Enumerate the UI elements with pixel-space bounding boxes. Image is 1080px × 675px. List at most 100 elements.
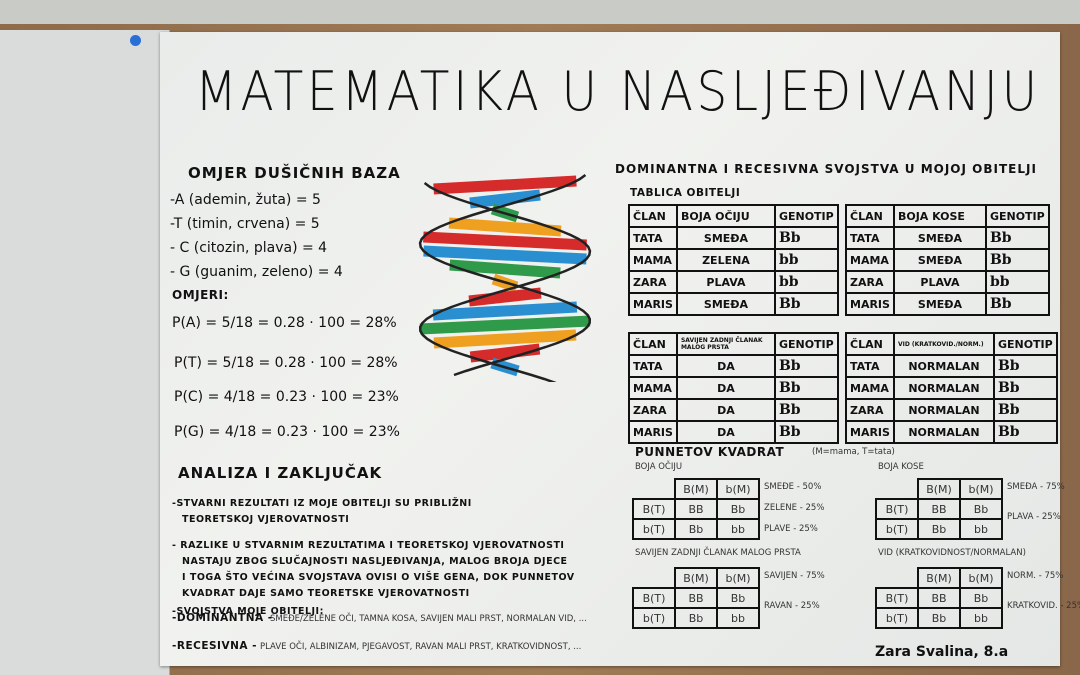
table-cell: Bb: [773, 376, 839, 400]
punnett-header-row: B(M) b(M): [633, 567, 760, 589]
base-item: - C (citozin, plava) = 4: [170, 240, 328, 256]
table-cell: DA: [675, 354, 776, 378]
punnett-cell: b(T): [632, 607, 676, 629]
punnett-header-row: B(M) b(M): [876, 478, 1003, 500]
table-cell: MAMA: [845, 376, 895, 400]
table-cell: SMEĐA: [892, 226, 987, 250]
blue-pin: [130, 35, 141, 46]
punnett-heading: PUNNETOV KVADRAT: [635, 445, 785, 459]
table-header-cell: VID (KRATKOVID./NORM.): [892, 332, 995, 356]
base-item: -A (ademin, žuta) = 5: [170, 192, 321, 208]
table-row: MARIS SMEĐA Bb: [845, 292, 1050, 316]
table-cell: Bb: [773, 420, 839, 444]
table-row: ZARA NORMALAN Bb: [845, 398, 1058, 422]
analysis-heading: ANALIZA I ZAKLJUČAK: [173, 464, 389, 485]
table-cell: ZELENA: [675, 248, 776, 272]
punnett-label: BOJA OČIJU: [635, 462, 683, 472]
table-cell: MARIS: [628, 420, 678, 444]
punnett-cell: b(T): [875, 607, 919, 629]
traits-heading: DOMINANTNA I RECESIVNA SVOJSTVA U MOJOJ …: [611, 162, 1043, 179]
table-cell: Bb: [773, 292, 839, 316]
recessive-traits: PLAVE OČI, ALBINIZAM, PJEGAVOST, RAVAN M…: [260, 642, 582, 652]
punnett-cell: B(T): [632, 587, 676, 609]
wall: [0, 0, 1080, 24]
table-cell: MARIS: [845, 420, 895, 444]
dna-base-pair: [469, 343, 541, 363]
dna-base-pair: [432, 301, 578, 321]
punnett-cell: BB: [917, 498, 961, 520]
table-cell: PLAVA: [892, 270, 987, 294]
ratio: P(A) = 5/18 = 0.28 · 100 = 28%: [172, 315, 397, 331]
dna-base-pair: [469, 189, 541, 209]
punnett-header-row: B(M) b(M): [876, 567, 1003, 589]
dominant-traits: SMEĐE/ZELENE OČI, TAMNA KOSA, SAVIJEN MA…: [270, 614, 587, 624]
punnett-cell: Bb: [959, 587, 1003, 609]
table-cell: NORMALAN: [892, 420, 995, 444]
analysis-line: - RAZLIKE U STVARNIM REZULTATIMA I TEORE…: [172, 540, 565, 551]
table-cell: ZARA: [845, 270, 895, 294]
table-cell: NORMALAN: [892, 354, 995, 378]
punnett-row: b(T) Bb bb: [632, 607, 760, 629]
punnett-result: PLAVA - 25%: [1007, 512, 1061, 522]
analysis-line: I TOGA ŠTO VEĆINA SVOJSTAVA OVISI O VIŠE…: [182, 572, 575, 583]
dna-base-pair: [468, 287, 542, 307]
table-row: TATA SMEĐA Bb: [628, 226, 839, 250]
table-header-cell: GENOTIP: [992, 332, 1058, 356]
author-signature: Zara Svalina, 8.a: [875, 644, 1009, 660]
punnett-cell: Bb: [917, 518, 961, 540]
punnett-cell: bb: [716, 518, 760, 540]
table-header-cell: GENOTIP: [984, 204, 1050, 228]
table-cell: MARIS: [845, 292, 895, 316]
dna-base-pair: [448, 217, 562, 237]
punnett-cell: Bb: [716, 498, 760, 520]
punnett-row: B(T) BB Bb: [632, 498, 760, 520]
punnett-cell: bb: [716, 607, 760, 629]
base-item: - G (guanim, zeleno) = 4: [170, 264, 343, 280]
punnett-cell: b(T): [875, 518, 919, 540]
table-header-cell: GENOTIP: [773, 332, 839, 356]
ratio: P(T) = 5/18 = 0.28 · 100 = 28%: [174, 355, 398, 371]
dna-base-pair: [419, 315, 591, 335]
table-cell: MAMA: [628, 376, 678, 400]
punnett-header-cell: B(M): [674, 478, 718, 500]
table-header-cell: ČLAN: [845, 204, 895, 228]
punnett-result: SAVIJEN - 75%: [764, 571, 825, 581]
punnett-header-cell: b(M): [716, 478, 760, 500]
empty-cell: [633, 479, 675, 499]
table-cell: DA: [675, 398, 776, 422]
dna-base-pair: [423, 231, 587, 251]
table-cell: Bb: [992, 376, 1058, 400]
punnett-square: B(M) b(M) B(T) BB Bb b(T) Bb bb: [875, 567, 1003, 629]
punnett-cell: Bb: [716, 587, 760, 609]
table-cell: Bb: [984, 248, 1050, 272]
ratios-label: OMJERI:: [172, 288, 229, 302]
punnett-header-cell: B(M): [917, 478, 961, 500]
table-header-cell: BOJA KOSE: [892, 204, 987, 228]
table-cell: TATA: [628, 354, 678, 378]
family-trait-table: ČLAN BOJA KOSE GENOTIP TATA SMEĐA Bb MAMA SMEĐA…: [845, 204, 1050, 316]
table-row: MARIS DA Bb: [628, 420, 839, 444]
family-trait-table: ČLAN BOJA OČIJU GENOTIP TATA SMEĐA Bb MAMA ZELE…: [628, 204, 839, 316]
punnett-square: B(M) b(M) B(T) BB Bb b(T) Bb bb: [632, 478, 760, 540]
table-cell: bb: [773, 270, 839, 294]
punnett-cell: Bb: [959, 498, 1003, 520]
table-row: TATA NORMALAN Bb: [845, 354, 1058, 378]
table-cell: SMEĐA: [675, 292, 776, 316]
table-header-row: ČLAN SAVIJEN ZADNJI ČLANAK MALOG PRSTA GEN…: [628, 332, 839, 356]
punnett-header-cell: B(M): [674, 567, 718, 589]
punnett-header-cell: b(M): [716, 567, 760, 589]
table-header-row: ČLAN VID (KRATKOVID./NORM.) GENOTIP: [845, 332, 1058, 356]
table-cell: SMEĐA: [892, 292, 987, 316]
punnett-result: SMEĐA - 75%: [1007, 482, 1065, 492]
dna-strand: [418, 181, 592, 382]
recessive-label: -RECESIVNA -: [172, 640, 258, 652]
punnett-cell: B(T): [875, 498, 919, 520]
punnett-result: SMEĐE - 50%: [764, 482, 822, 492]
dominant-label: -DOMINANTNA -: [172, 612, 273, 624]
punnett-legend: (M=mama, T=tata): [812, 447, 895, 457]
table-row: ZARA DA Bb: [628, 398, 839, 422]
table-cell: Bb: [773, 354, 839, 378]
dna-strand: [418, 173, 592, 377]
punnett-row: B(T) BB Bb: [632, 587, 760, 609]
empty-cell: [876, 479, 918, 499]
